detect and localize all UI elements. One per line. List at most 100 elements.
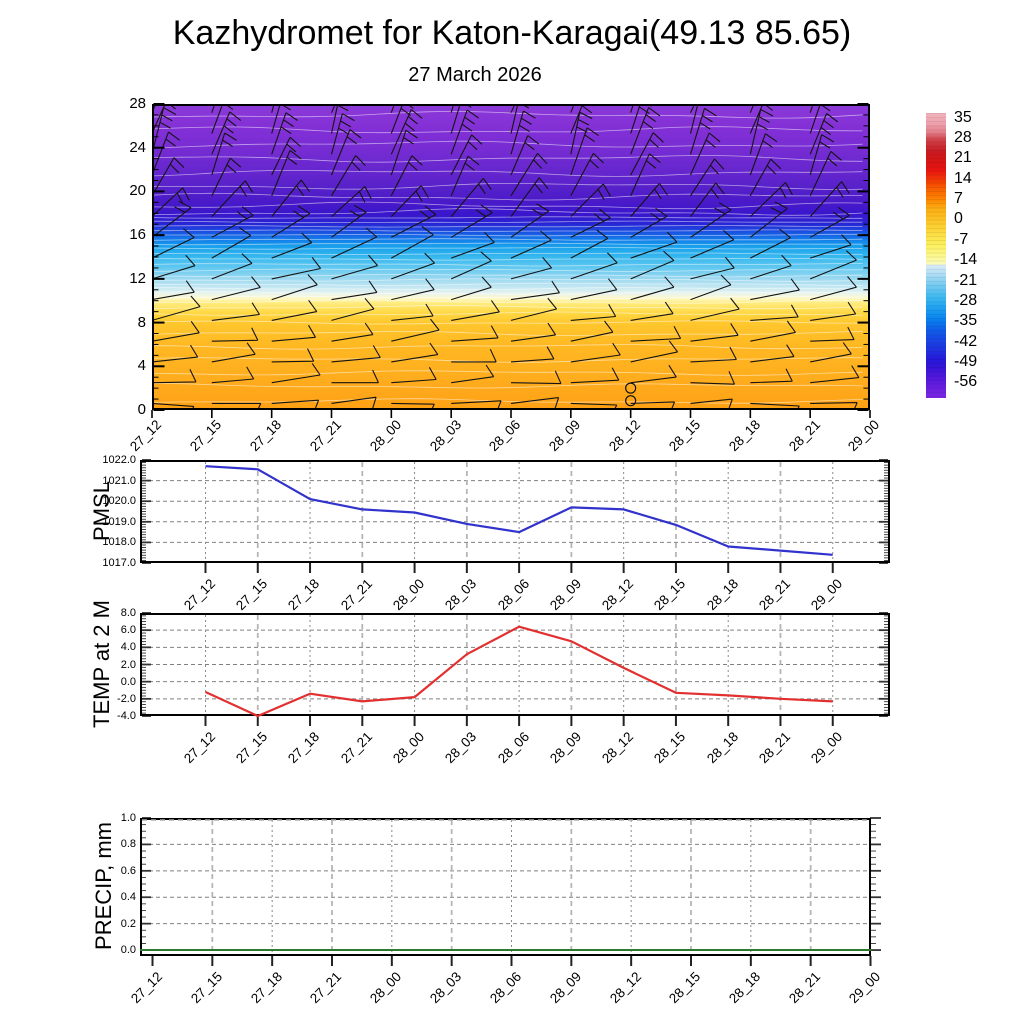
temperature-colorbar: [926, 113, 946, 398]
time-tick-label: 28_00: [367, 969, 405, 1007]
colorbar-tick-label: 28: [954, 128, 972, 146]
colorbar-tick-label: 35: [954, 108, 972, 126]
h-gridlines: [142, 629, 888, 700]
time-tick-label: 29_00: [808, 729, 846, 767]
colorbar-tick-label: -35: [954, 312, 978, 330]
time-tick-label: 27_12: [127, 417, 165, 455]
time-tick-label: 27_21: [337, 576, 375, 614]
temperature-contours: [152, 110, 863, 404]
colorbar-tick-label: -42: [954, 332, 978, 350]
time-tick-label: 27_18: [247, 969, 285, 1007]
time-tick-label: 28_00: [390, 576, 428, 614]
time-tick-label: 28_21: [755, 576, 794, 614]
time-tick-label: 28_06: [494, 576, 532, 614]
precip-panel: [140, 817, 881, 966]
temp-y-tick-label: -2.0: [117, 692, 136, 705]
temp-y-tick-label: 4.0: [120, 641, 136, 654]
colorbar-tick-label: 14: [954, 169, 972, 187]
precip-chart-svg: [140, 817, 881, 966]
height-tick-label: 4: [137, 357, 146, 375]
pmsl-panel: [140, 459, 890, 573]
precip-y-tick-label: 0.8: [120, 838, 136, 851]
colorbar-level-stripes: [926, 113, 946, 398]
x-ticks: [204, 716, 834, 726]
colorbar-tick-label: -7: [954, 230, 969, 248]
temp-y-tick-label: 6.0: [120, 624, 136, 637]
precip-y-tick-label: 0.4: [120, 891, 136, 904]
temp-y-tick-label: 8.0: [120, 607, 136, 619]
time-tick-label: 28_21: [786, 969, 824, 1007]
precip-y-tick-label: 0.6: [120, 864, 136, 877]
time-tick-label: 28_18: [726, 969, 764, 1007]
time-tick-label: 28_00: [390, 729, 428, 767]
colorbar-tick-label: -14: [954, 251, 978, 269]
temp-chart-svg: [140, 612, 890, 726]
time-tick-label: 29_00: [845, 969, 884, 1007]
colorbar-tick-label: -21: [954, 271, 978, 289]
height-tick-label: 12: [129, 269, 146, 287]
height-tick-label: 28: [129, 95, 146, 112]
time-tick-label: 27_15: [233, 729, 271, 767]
temp-series-line: [205, 625, 833, 718]
time-tick-label: 27_12: [127, 969, 166, 1007]
height-tick-label: 20: [129, 182, 146, 200]
x-ticks: [151, 956, 872, 966]
time-tick-label: 28_21: [755, 729, 794, 767]
time-tick-label: 28_03: [442, 729, 480, 767]
pmsl-y-tick-label: 1018.0: [102, 536, 136, 549]
date-subtitle: 27 March 2026: [408, 64, 542, 86]
time-tick-label: 29_00: [808, 576, 846, 614]
height-tick-label: 8: [137, 313, 146, 331]
h-gridlines: [142, 843, 869, 925]
time-tick-label: 28_18: [703, 729, 741, 767]
h-gridlines: [142, 480, 888, 543]
v-gridlines: [205, 615, 834, 714]
colorbar-tick-label: 7: [954, 190, 963, 208]
pmsl-y-tick-label: 1017.0: [102, 557, 136, 569]
colorbar-tick-label: -49: [954, 353, 978, 371]
time-tick-label: 27_18: [285, 576, 323, 614]
height-tick-label: 24: [129, 138, 146, 156]
colorbar-tick-label: -56: [954, 373, 978, 391]
v-gridlines: [211, 820, 871, 954]
colorbar-tick-label: 21: [954, 149, 972, 167]
tick-comb: [142, 459, 888, 564]
v-gridlines: [205, 462, 834, 561]
time-tick-label: 27_15: [233, 576, 271, 614]
time-tick-label: 28_12: [599, 576, 637, 614]
time-tick-label: 28_15: [651, 729, 689, 767]
x-ticks: [204, 563, 834, 573]
time-tick-label: 28_03: [442, 576, 480, 614]
axis-ticks: [151, 103, 871, 418]
temp-y-tick-label: 2.0: [120, 658, 136, 671]
pmsl-y-tick-label: 1021.0: [102, 474, 136, 487]
time-tick-label: 28_12: [606, 969, 644, 1007]
time-tick-label: 28_09: [546, 576, 584, 614]
precip-y-tick-label: 1.0: [120, 812, 136, 824]
temp-y-tick-label: 0.0: [120, 675, 136, 688]
height-tick-label: 16: [129, 226, 146, 244]
time-tick-label: 28_06: [486, 969, 525, 1007]
temp-y-tick-label: -4.0: [117, 710, 136, 722]
time-tick-label: 28_12: [599, 729, 637, 767]
calm-wind-markers: [625, 382, 637, 407]
temp-panel: [140, 612, 890, 726]
wind-barbs: [152, 104, 870, 410]
colorbar-tick-label: 0: [954, 210, 963, 228]
time-tick-label: 28_06: [494, 729, 532, 767]
pmsl-y-tick-label: 1020.0: [102, 495, 136, 508]
precip-y-tick-label: 0.2: [120, 917, 136, 930]
time-tick-label: 27_21: [337, 729, 375, 767]
pmsl-y-tick-label: 1022.0: [102, 454, 136, 466]
time-tick-label: 27_12: [180, 576, 219, 614]
cross-section-panel: [151, 103, 871, 418]
height-tick-label: 0: [137, 401, 146, 418]
pmsl-axis-title: PMSL: [89, 481, 114, 541]
page-title: Kazhydromet for Katon-Karagai(49.13 85.6…: [172, 14, 852, 52]
pmsl-series-line: [205, 465, 833, 556]
time-tick-label: 27_12: [180, 729, 219, 767]
time-tick-label: 28_15: [666, 969, 704, 1007]
cross-section-svg: [151, 103, 871, 418]
time-tick-label: 27_21: [307, 969, 345, 1007]
